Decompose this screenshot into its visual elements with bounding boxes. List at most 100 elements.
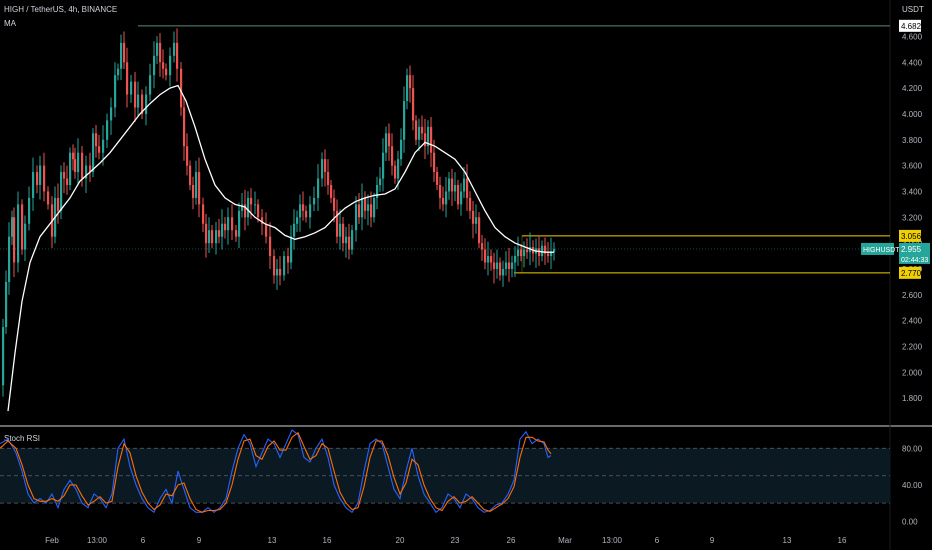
candle-body[interactable] [538,248,541,257]
candle-body[interactable] [394,165,397,179]
candle-body[interactable] [496,262,499,269]
candle-body[interactable] [117,68,120,76]
candle-body[interactable] [376,184,379,198]
candle-body[interactable] [63,172,66,179]
candle-body[interactable] [60,172,63,211]
candle-body[interactable] [186,146,189,166]
candle-body[interactable] [156,42,159,56]
candle-body[interactable] [523,249,526,257]
candle-body[interactable] [466,178,469,198]
candle-body[interactable] [330,184,333,198]
candle-body[interactable] [123,42,126,63]
candle-body[interactable] [517,249,520,257]
candle-body[interactable] [409,75,412,89]
candle-body[interactable] [72,152,75,160]
candle-body[interactable] [120,42,123,69]
candle-body[interactable] [427,126,430,147]
candle-body[interactable] [370,204,373,218]
candle-body[interactable] [511,262,514,269]
candle-body[interactable] [231,217,234,231]
candle-body[interactable] [487,256,490,263]
candle-body[interactable] [247,197,250,218]
candle-body[interactable] [238,210,241,237]
candle-body[interactable] [130,81,133,95]
candle-body[interactable] [202,204,205,224]
candle-body[interactable] [547,253,550,257]
candle-body[interactable] [261,217,264,224]
candle-body[interactable] [32,172,35,198]
candle-body[interactable] [265,223,268,237]
candle-body[interactable] [279,268,282,276]
candle-body[interactable] [102,139,105,153]
candle-body[interactable] [218,230,221,237]
candle-body[interactable] [361,197,364,218]
candle-body[interactable] [257,204,260,218]
candle-body[interactable] [134,81,137,108]
candle-body[interactable] [24,223,27,250]
candle-body[interactable] [342,223,345,244]
candle-body[interactable] [403,101,406,140]
candle-body[interactable] [348,236,351,250]
candle-body[interactable] [180,68,183,108]
candle-body[interactable] [382,152,385,179]
candle-body[interactable] [481,243,484,250]
candle-body[interactable] [106,120,109,140]
candle-body[interactable] [176,42,179,69]
candle-body[interactable] [406,75,409,102]
candle-body[interactable] [430,126,433,153]
candle-body[interactable] [502,268,505,276]
candle-body[interactable] [313,197,316,205]
candle-body[interactable] [211,230,214,244]
candle-body[interactable] [433,152,436,173]
candle-body[interactable] [457,184,460,205]
candle-body[interactable] [92,133,95,173]
candle-body[interactable] [2,327,5,386]
candle-body[interactable] [472,210,475,224]
candle-body[interactable] [169,55,172,76]
candle-body[interactable] [418,126,421,140]
candle-body[interactable] [110,107,113,121]
candle-body[interactable] [355,204,358,231]
candle-body[interactable] [57,197,60,211]
candle-body[interactable] [439,184,442,198]
ma-indicator-label[interactable]: MA [4,19,16,28]
candle-body[interactable] [305,210,308,218]
candle-body[interactable] [400,139,403,160]
candle-body[interactable] [345,236,348,244]
candle-body[interactable] [299,204,302,218]
candle-body[interactable] [13,217,16,263]
candle-body[interactable] [95,133,98,147]
candle-body[interactable] [208,230,211,244]
candle-body[interactable] [469,197,472,211]
candle-body[interactable] [85,165,88,179]
stoch-d-line[interactable] [0,431,552,513]
candle-body[interactable] [215,230,218,244]
candle-body[interactable] [317,178,320,198]
candle-body[interactable] [475,217,478,224]
candle-body[interactable] [145,94,148,114]
candle-body[interactable] [490,256,493,263]
candle-body[interactable] [424,133,427,147]
candle-body[interactable] [379,178,382,185]
candle-body[interactable] [159,42,162,63]
candle-body[interactable] [224,223,227,231]
candle-body[interactable] [421,126,424,134]
candle-body[interactable] [227,217,230,231]
candle-body[interactable] [505,262,508,269]
candle-body[interactable] [309,204,312,218]
candle-body[interactable] [541,245,544,257]
candle-body[interactable] [221,223,224,237]
candle-body[interactable] [192,184,195,198]
candle-body[interactable] [137,94,140,108]
candle-body[interactable] [324,159,327,173]
candle-body[interactable] [553,248,556,253]
candle-body[interactable] [388,133,391,147]
candle-body[interactable] [98,146,101,153]
candle-body[interactable] [321,159,324,179]
candle-body[interactable] [333,197,336,211]
candle-body[interactable] [397,159,400,179]
candle-body[interactable] [69,152,72,185]
candle-body[interactable] [114,75,117,108]
candle-body[interactable] [448,178,451,192]
